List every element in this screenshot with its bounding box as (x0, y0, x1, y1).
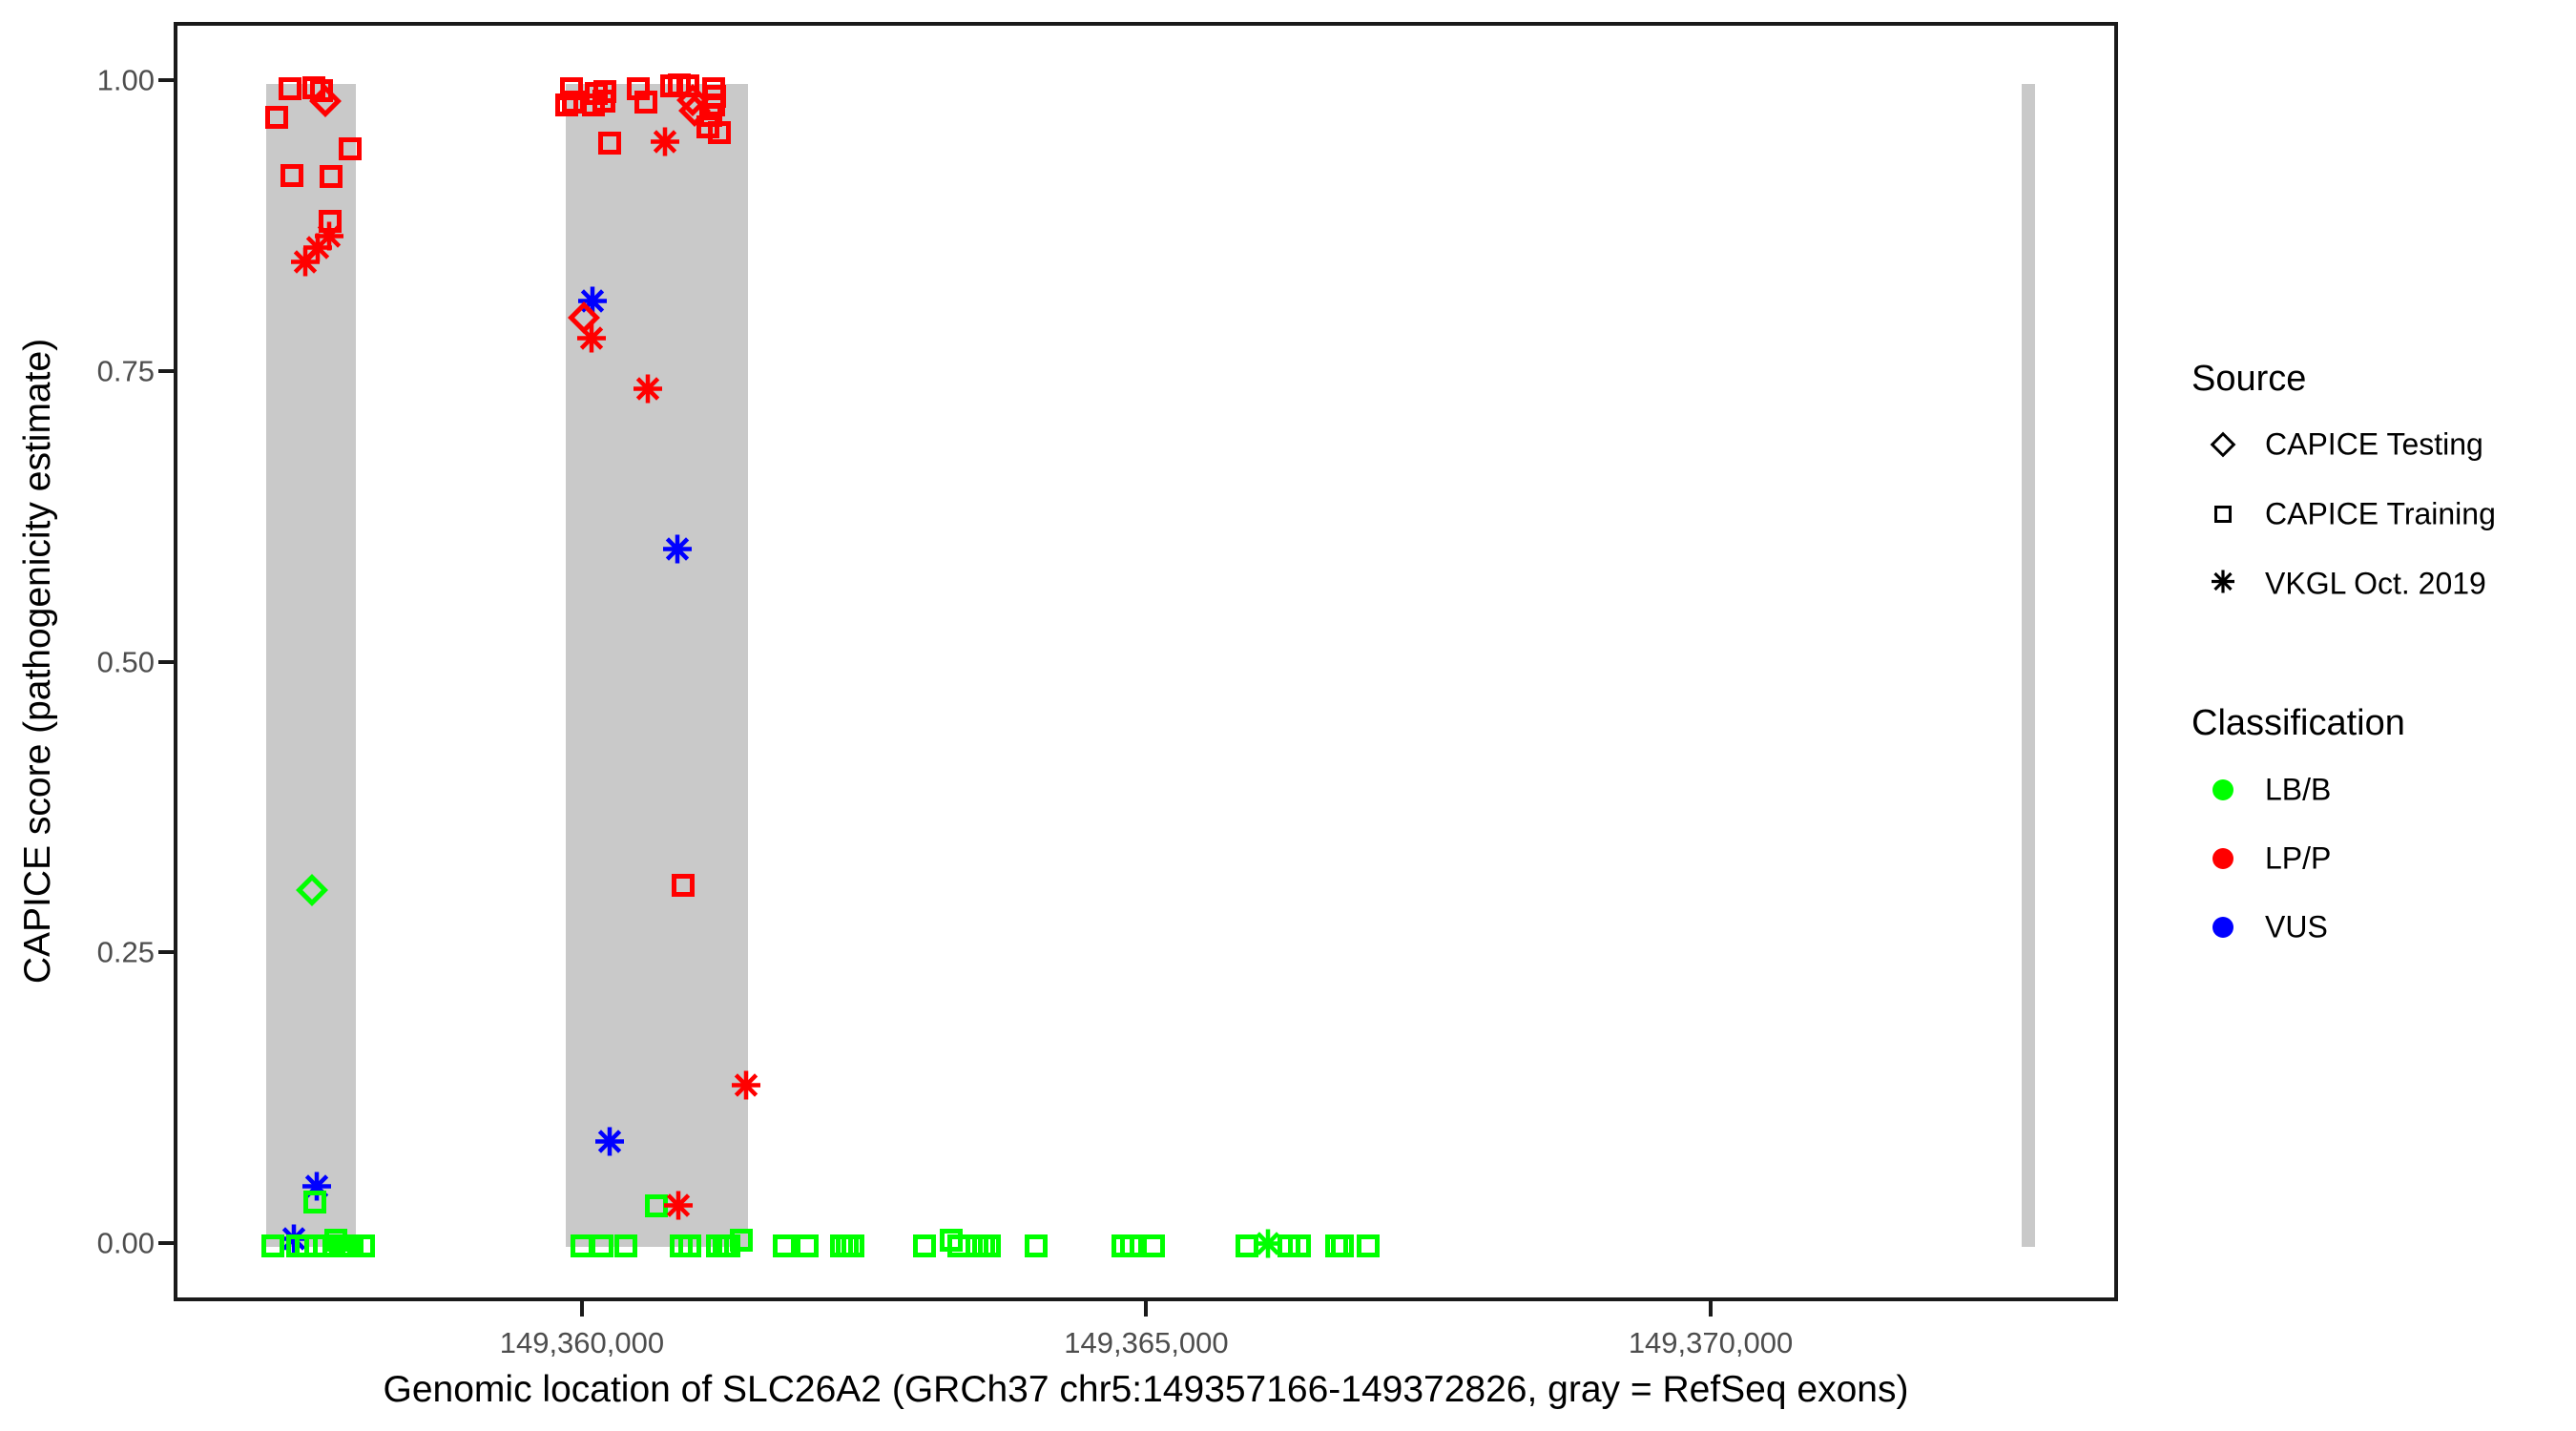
data-point-marker (280, 164, 303, 188)
legend-item-label: LB/B (2265, 772, 2332, 807)
data-point-marker (1356, 1234, 1380, 1257)
legend-source-title: Source (2192, 359, 2307, 399)
data-point-marker (598, 132, 621, 156)
data-point-marker (675, 74, 699, 98)
data-point-marker (912, 1234, 936, 1257)
exon-rect (265, 83, 356, 1248)
data-point-marker (672, 873, 696, 897)
data-point-marker (320, 165, 343, 189)
data-point-marker (264, 106, 288, 130)
legend-item-label: CAPICE Testing (2265, 426, 2483, 462)
data-point-marker (1024, 1234, 1048, 1257)
data-point-marker (339, 137, 362, 161)
y-axis-tick (158, 368, 174, 373)
y-axis-tick (158, 77, 174, 82)
data-point-marker (590, 1234, 613, 1257)
x-tick-label: 149,370,000 (1628, 1326, 1794, 1359)
legend-key-asterisk-icon (2211, 570, 2235, 599)
legend-key-diamond-icon (2210, 431, 2236, 458)
x-tick-label: 149,360,000 (499, 1326, 665, 1359)
y-tick-label: 0.00 (96, 1226, 155, 1260)
legend-key-circle-icon (2212, 917, 2233, 938)
x-tick-label: 149,365,000 (1064, 1326, 1229, 1359)
data-point-marker (1235, 1234, 1258, 1257)
data-point-marker (302, 1190, 326, 1213)
data-point-marker (795, 1234, 819, 1257)
plot-panel (174, 22, 2118, 1301)
data-point-marker (678, 1234, 701, 1257)
y-axis-tick (158, 1241, 174, 1246)
x-axis-tick (1144, 1301, 1149, 1317)
x-axis-tick (1709, 1301, 1714, 1317)
y-axis-tick (158, 950, 174, 955)
data-point-marker (309, 79, 333, 103)
legend-key-circle-icon (2212, 848, 2233, 869)
data-point-marker (729, 1228, 753, 1252)
legend-item-label: VKGL Oct. 2019 (2265, 566, 2486, 601)
x-axis-tick (579, 1301, 584, 1317)
data-point-marker (592, 90, 615, 114)
y-tick-label: 0.50 (96, 645, 155, 678)
data-point-marker (634, 91, 657, 114)
data-point-marker (260, 1234, 284, 1257)
x-axis-title: Genomic location of SLC26A2 (GRCh37 chr5… (383, 1369, 1909, 1410)
data-point-marker (772, 1234, 796, 1257)
y-tick-label: 0.25 (96, 935, 155, 969)
legend-key-circle-icon (2212, 779, 2233, 800)
exon-rect (2021, 83, 2035, 1248)
y-tick-label: 1.00 (96, 63, 155, 97)
data-point-marker (708, 121, 731, 145)
exon-rect (565, 83, 749, 1248)
data-point-marker (1330, 1234, 1354, 1257)
legend-item-label: CAPICE Training (2265, 496, 2496, 531)
data-point-marker (841, 1234, 864, 1257)
y-axis-tick (158, 659, 174, 664)
data-point-marker (278, 76, 301, 100)
y-tick-label: 0.75 (96, 354, 155, 388)
data-point-marker (1141, 1234, 1165, 1257)
legend-item-label: VUS (2265, 909, 2328, 944)
data-point-marker (1287, 1234, 1311, 1257)
data-point-marker (717, 1234, 740, 1257)
legend-key-square-icon (2214, 506, 2232, 523)
legend-item-label: LP/P (2265, 840, 2332, 876)
data-point-marker (351, 1234, 375, 1257)
legend-classification-title: Classification (2192, 703, 2405, 743)
data-point-marker (1119, 1234, 1143, 1257)
data-point-marker (614, 1234, 638, 1257)
data-point-marker (977, 1234, 1001, 1257)
